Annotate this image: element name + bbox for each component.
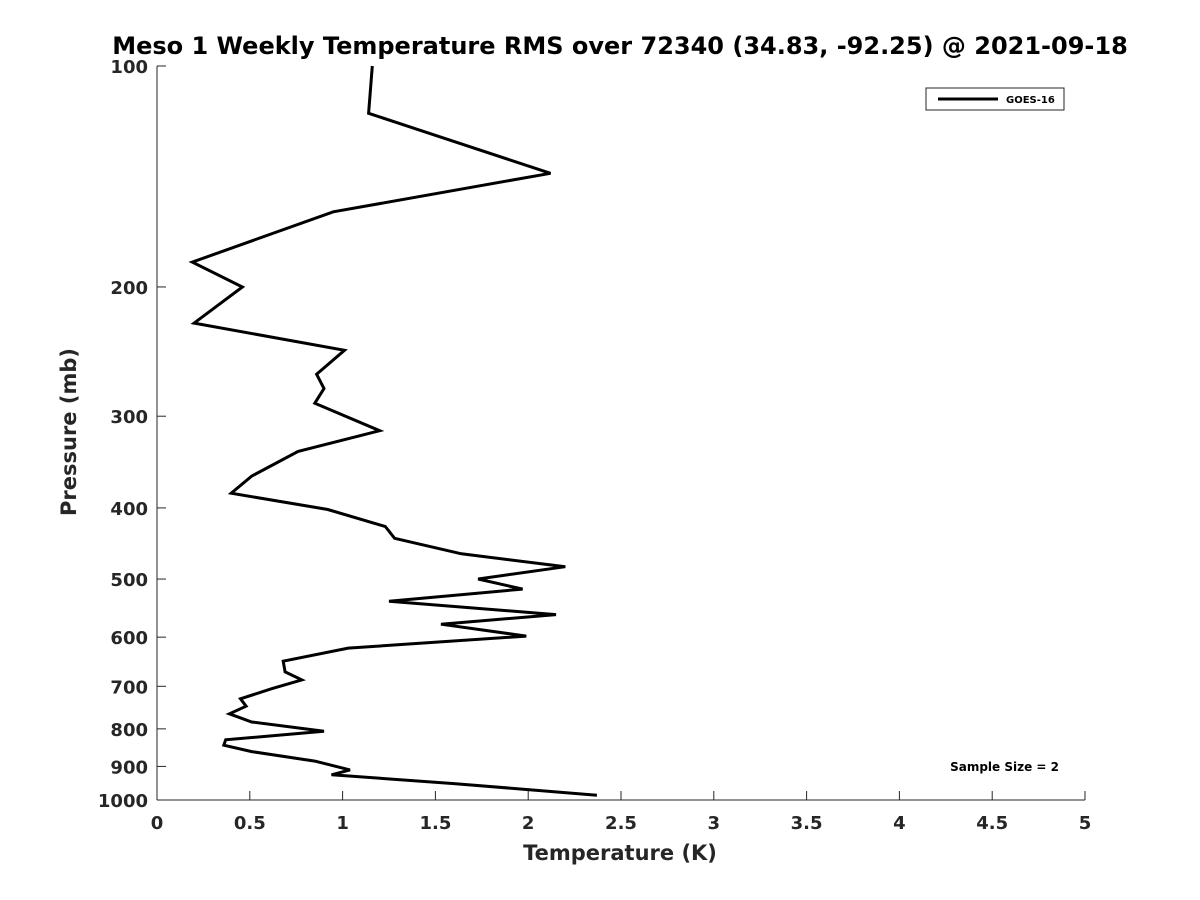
y-tick-label: 400 [110, 499, 148, 520]
y-tick-label: 800 [110, 720, 148, 741]
x-tick-label: 1 [336, 813, 349, 834]
x-axis-ticks: 0 0.5 1 1.5 2 2.5 3 3.5 4 4.5 5 [151, 791, 1092, 834]
y-tick-label: 200 [110, 278, 148, 299]
series-layer [188, 65, 598, 797]
y-tick-label: 100 [110, 57, 148, 78]
y-tick-label: 900 [110, 757, 148, 778]
sample-size-annotation: Sample Size = 2 [950, 760, 1059, 774]
x-tick-label: 2.5 [605, 813, 637, 834]
x-axis-label: Temperature (K) [523, 841, 717, 865]
x-tick-label: 0.5 [234, 813, 266, 834]
x-tick-label: 4.5 [976, 813, 1008, 834]
series-line-goes-16 [188, 65, 598, 797]
y-tick-label: 700 [110, 677, 148, 698]
y-tick-label: 500 [110, 570, 148, 591]
y-tick-label: 600 [110, 628, 148, 649]
x-tick-label: 1.5 [419, 813, 451, 834]
x-tick-label: 2 [522, 813, 535, 834]
legend-label: GOES-16 [1006, 95, 1055, 106]
axes [156, 66, 1085, 801]
y-axis-ticks: 100 200 300 400 500 600 700 800 900 1000 [98, 57, 166, 812]
x-tick-label: 3 [708, 813, 721, 834]
x-tick-label: 4 [893, 813, 906, 834]
legend: GOES-16 [925, 87, 1065, 111]
x-tick-label: 5 [1079, 813, 1092, 834]
y-axis-label: Pressure (mb) [57, 348, 81, 516]
y-tick-label: 1000 [98, 791, 148, 812]
y-tick-label: 300 [110, 407, 148, 428]
chart-title: Meso 1 Weekly Temperature RMS over 72340… [112, 32, 1128, 60]
x-tick-label: 3.5 [791, 813, 823, 834]
x-tick-label: 0 [151, 813, 164, 834]
